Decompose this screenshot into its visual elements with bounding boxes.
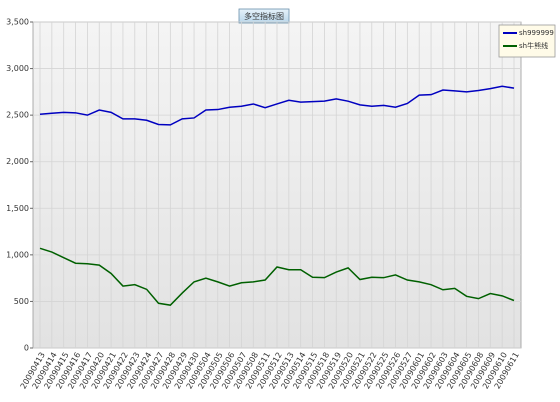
y-tick-label: 1,500 bbox=[6, 204, 29, 213]
legend: sh999999 sh牛熊线 bbox=[498, 24, 556, 58]
series-line bbox=[39, 85, 515, 126]
legend-label: sh999999 bbox=[519, 29, 554, 37]
y-tick-label: 0 bbox=[24, 344, 29, 353]
title-box bbox=[238, 8, 290, 24]
y-tick-label: 2,000 bbox=[6, 157, 29, 166]
y-tick-label: 1,000 bbox=[6, 250, 29, 259]
y-tick-label: 500 bbox=[14, 297, 29, 306]
y-tick-label: 3,500 bbox=[6, 18, 29, 27]
chart-title: 多空指标图 bbox=[244, 11, 284, 21]
legend-label: sh牛熊线 bbox=[519, 41, 548, 50]
y-tick-label: 2,500 bbox=[6, 111, 29, 120]
legend-box bbox=[498, 24, 556, 58]
y-tick-label: 3,000 bbox=[6, 64, 29, 73]
series-line bbox=[39, 247, 515, 306]
